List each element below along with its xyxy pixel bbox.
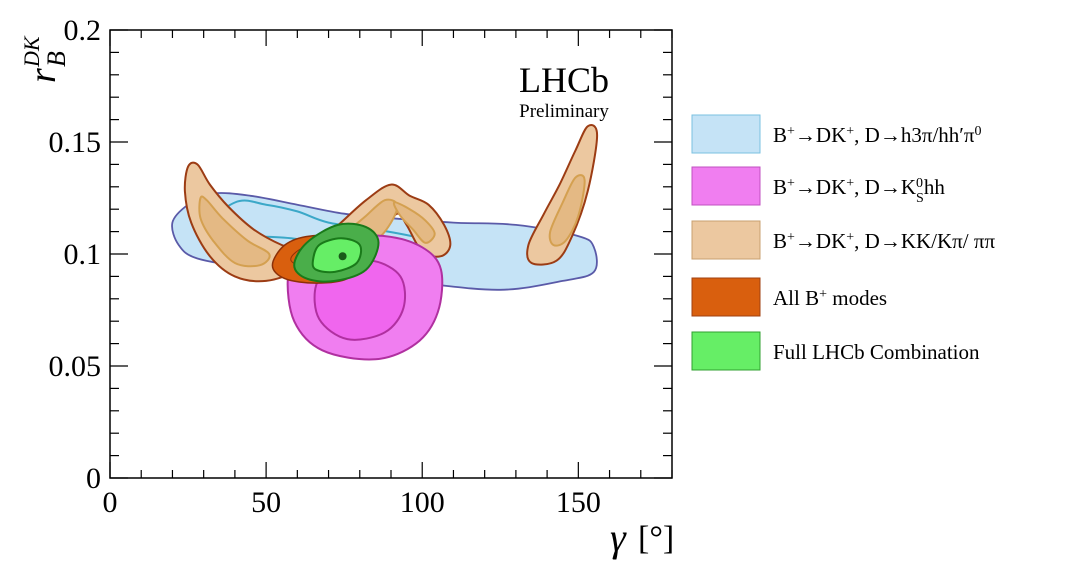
y-axis-label: r B DK xyxy=(19,35,71,83)
x-tick-label: 100 xyxy=(400,486,445,519)
legend-label-tan: B+→DK+, D→KK/Kπ/ ππ xyxy=(773,229,995,253)
x-tick-label: 150 xyxy=(556,486,601,519)
legend: B+→DK+, D→h3π/hh′π0 B+→DK+, D→K0 Shh B+→DK+… xyxy=(691,114,995,371)
legend-item-magenta: B+→DK+, D→K0 Shh xyxy=(691,166,945,206)
confidence-regions xyxy=(171,124,599,361)
legend-label-green: Full LHCb Combination xyxy=(773,340,980,364)
legend-swatch-magenta xyxy=(691,166,761,206)
annotation-subtitle: Preliminary xyxy=(519,101,609,122)
region-tan-outer-7 xyxy=(526,124,599,266)
best-fit-point xyxy=(338,252,347,261)
y-tick-label: 0 xyxy=(86,462,101,495)
legend-label-orange: All B+ modes xyxy=(773,286,887,310)
axis-ticks xyxy=(109,29,673,479)
x-tick-label: 0 xyxy=(103,486,118,519)
region-tan-inner-8 xyxy=(548,174,586,247)
legend-item-blue: B+→DK+, D→h3π/hh′π0 xyxy=(691,114,981,154)
legend-swatch-tan xyxy=(691,220,761,260)
legend-swatch-green xyxy=(691,331,761,371)
legend-label-magenta: B+→DK+, D→K0 Shh xyxy=(773,175,945,206)
region-green-inner-14 xyxy=(311,237,363,274)
annotation-title: LHCb xyxy=(519,60,609,100)
x-axis-label: γ [°] xyxy=(610,515,674,560)
legend-label-blue: B+→DK+, D→h3π/hh′π0 xyxy=(773,123,981,147)
x-axis-label-unit: [°] xyxy=(638,520,674,557)
y-tick-label: 0.2 xyxy=(64,14,102,47)
region-tan-inner-3 xyxy=(198,195,271,268)
legend-swatch-blue xyxy=(691,114,761,154)
y-tick-label: 0.15 xyxy=(49,126,102,159)
legend-item-green: Full LHCb Combination xyxy=(691,331,980,371)
legend-swatch-orange xyxy=(691,277,761,317)
region-tan-inner-6 xyxy=(392,201,436,244)
legend-item-tan: B+→DK+, D→KK/Kπ/ ππ xyxy=(691,220,995,260)
y-axis-label-sub: B xyxy=(42,51,71,67)
y-axis-label-symbol: r xyxy=(22,68,64,83)
axis-tick-labels: 0 50 100 150 0 0.05 0.1 0.15 0.2 xyxy=(49,14,601,519)
y-tick-label: 0.05 xyxy=(49,350,102,383)
legend-item-orange: All B+ modes xyxy=(691,277,887,317)
y-axis-label-sup: DK xyxy=(19,35,44,68)
x-tick-label: 50 xyxy=(251,486,281,519)
y-tick-label: 0.1 xyxy=(64,238,102,271)
x-axis-label-symbol: γ xyxy=(610,515,627,560)
